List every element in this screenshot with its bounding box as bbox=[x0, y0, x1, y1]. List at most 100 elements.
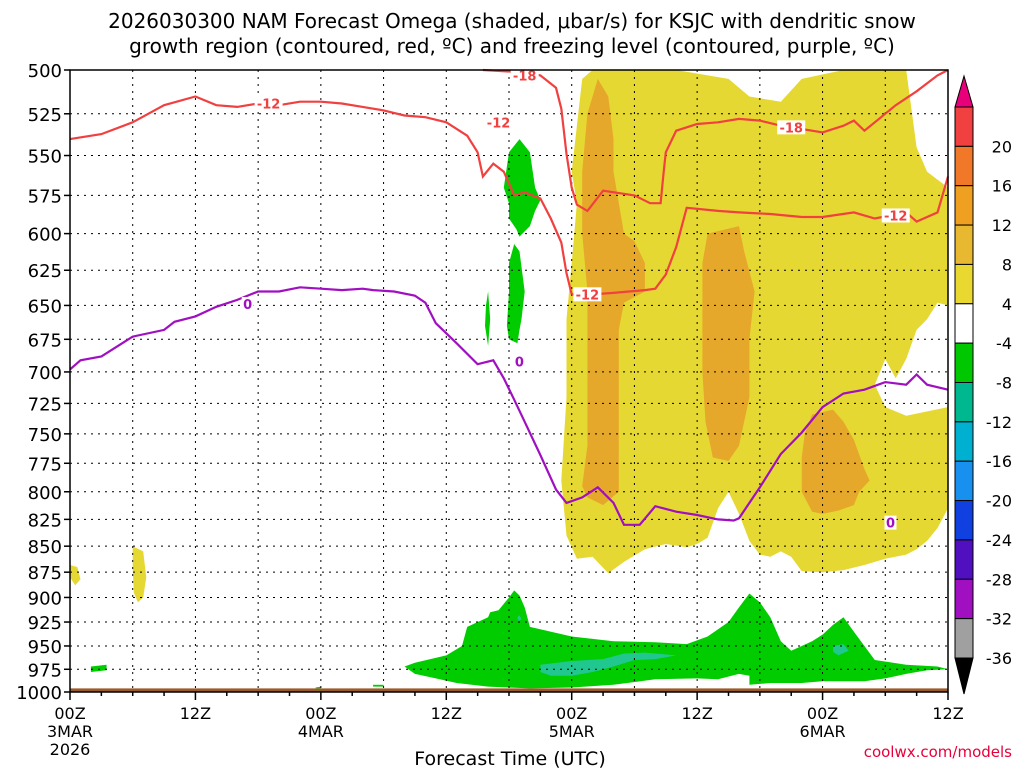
omega-region-8-to-12 bbox=[702, 226, 755, 461]
contour-label-bg bbox=[777, 120, 806, 135]
colorbar-label: -8 bbox=[996, 374, 1012, 393]
x-tick-label: 12Z bbox=[681, 704, 712, 723]
omega-region-neg4-to-neg8 bbox=[404, 590, 948, 689]
omega-region-neg8-to-neg12 bbox=[517, 615, 522, 622]
omega-region-neg4-to-neg8 bbox=[503, 139, 541, 237]
y-tick-label: 725 bbox=[28, 394, 62, 415]
contour-labels: -12 -12 -18 -18 -12 -12 0 0 0 bbox=[241, 68, 910, 532]
contour-label-bg bbox=[484, 115, 513, 130]
dgz-contour-minus18 bbox=[482, 68, 949, 213]
x-tick-label: 12Z bbox=[932, 704, 963, 723]
colorbar-box bbox=[954, 500, 974, 541]
omega-region-4-to-8 bbox=[132, 546, 147, 603]
contour-label: 0 bbox=[515, 356, 524, 371]
colorbar-label: 20 bbox=[992, 137, 1012, 156]
y-tick-label: 500 bbox=[28, 61, 62, 82]
contour-label-bg bbox=[884, 515, 897, 530]
chart-title-line1: 2026030300 NAM Forecast Omega (shaded, μ… bbox=[108, 9, 916, 33]
contour-label-bg bbox=[510, 68, 539, 83]
colorbar-box bbox=[954, 145, 974, 187]
y-tick-label: 600 bbox=[28, 225, 62, 246]
y-tick-label: 950 bbox=[28, 637, 62, 658]
omega-region-8-to-12 bbox=[801, 409, 870, 514]
contour-label: 0 bbox=[243, 298, 252, 313]
x-tick-date-label: 3MAR bbox=[47, 722, 93, 741]
colorbar-box bbox=[954, 106, 974, 147]
colorbar-box bbox=[954, 342, 974, 383]
x-tick-label: 00Z bbox=[556, 704, 587, 723]
colorbar-label: -20 bbox=[986, 492, 1012, 511]
x-tick-date-label: 5MAR bbox=[549, 722, 595, 741]
colorbar-label: -16 bbox=[986, 452, 1012, 471]
colorbar-label: 16 bbox=[992, 177, 1012, 196]
y-tick-label: 775 bbox=[28, 454, 62, 475]
colorbar-label: -32 bbox=[986, 610, 1012, 629]
contour-label: -12 bbox=[576, 288, 600, 303]
y-tick-label: 900 bbox=[28, 588, 62, 609]
colorbar-label: -4 bbox=[996, 334, 1012, 353]
x-tick-label: 12Z bbox=[180, 704, 211, 723]
colorbar-box bbox=[954, 263, 974, 305]
colorbar-box bbox=[954, 539, 974, 580]
y-axis: 500 525 550 575 600 625 650 675 700 725 750 775 800 8… bbox=[16, 61, 70, 704]
y-tick-label: 925 bbox=[28, 613, 62, 634]
colorbar-label: 8 bbox=[1002, 255, 1012, 274]
contour-label-bg bbox=[254, 96, 283, 111]
x-tick-date-label: 4MAR bbox=[298, 722, 344, 741]
y-tick-label: 1000 bbox=[16, 683, 62, 704]
dgz-contour-minus12 bbox=[69, 95, 573, 295]
terrain-band bbox=[70, 688, 948, 692]
y-tick-label: 625 bbox=[28, 261, 62, 282]
contour-label: -12 bbox=[884, 209, 908, 224]
colorbar-box bbox=[954, 578, 974, 620]
y-tick-label: 800 bbox=[28, 483, 62, 504]
colorbar-label: -24 bbox=[986, 531, 1012, 550]
omega-region-neg8-to-neg12 bbox=[540, 652, 677, 676]
omega-region-neg4-to-neg8 bbox=[485, 291, 491, 346]
x-tick-label: 00Z bbox=[305, 704, 336, 723]
colorbar-bottom-triangle bbox=[954, 657, 974, 695]
contour-label: -18 bbox=[779, 121, 803, 136]
contour-label-bg bbox=[881, 208, 910, 223]
omega-shading bbox=[70, 70, 948, 689]
x-tick-label: 12Z bbox=[431, 704, 462, 723]
y-tick-label: 825 bbox=[28, 510, 62, 531]
colorbar-box bbox=[954, 618, 974, 659]
y-tick-label: 850 bbox=[28, 537, 62, 558]
omega-region-neg4-to-neg8 bbox=[373, 684, 384, 687]
y-tick-label: 875 bbox=[28, 563, 62, 584]
omega-region-neg8-to-neg12 bbox=[833, 644, 849, 656]
colorbar-label: -12 bbox=[986, 413, 1012, 432]
y-tick-label: 550 bbox=[28, 147, 62, 168]
colorbar-label: 4 bbox=[1002, 295, 1012, 314]
omega-region-neg4-to-neg8 bbox=[90, 664, 107, 672]
colorbar-box bbox=[954, 460, 974, 502]
colorbar-top-triangle bbox=[954, 74, 974, 108]
y-tick-label: 525 bbox=[28, 105, 62, 126]
y-tick-label: 675 bbox=[28, 330, 62, 351]
contour-label-bg bbox=[513, 354, 526, 369]
y-tick-label: 700 bbox=[28, 363, 62, 384]
colorbar-box bbox=[954, 382, 974, 423]
x-axis-label: Forecast Time (UTC) bbox=[414, 748, 605, 768]
terrain bbox=[70, 688, 948, 692]
contour-label-bg bbox=[241, 297, 254, 312]
y-tick-label: 750 bbox=[28, 425, 62, 446]
y-tick-label: 650 bbox=[28, 296, 62, 317]
colorbar-box bbox=[954, 185, 974, 226]
contour-label: 0 bbox=[886, 517, 895, 532]
contour-label: -18 bbox=[513, 69, 537, 84]
gridlines bbox=[70, 70, 948, 692]
x-tick-label: 00Z bbox=[807, 704, 838, 723]
x-tick-date-label: 6MAR bbox=[800, 722, 846, 741]
x-tick-label: 00Z bbox=[54, 704, 85, 723]
contour-label: -12 bbox=[487, 116, 511, 131]
y-tick-label: 975 bbox=[28, 660, 62, 681]
colorbar: 20 16 12 8 4 -4 -8 -12 -16 -20 -24 -28 -32 -36 bbox=[954, 74, 1012, 695]
contour-label: -12 bbox=[257, 97, 281, 112]
colorbar-label: -28 bbox=[986, 570, 1012, 589]
colorbar-label: 12 bbox=[992, 216, 1012, 235]
x-tick-year-label: 2026 bbox=[50, 740, 91, 759]
